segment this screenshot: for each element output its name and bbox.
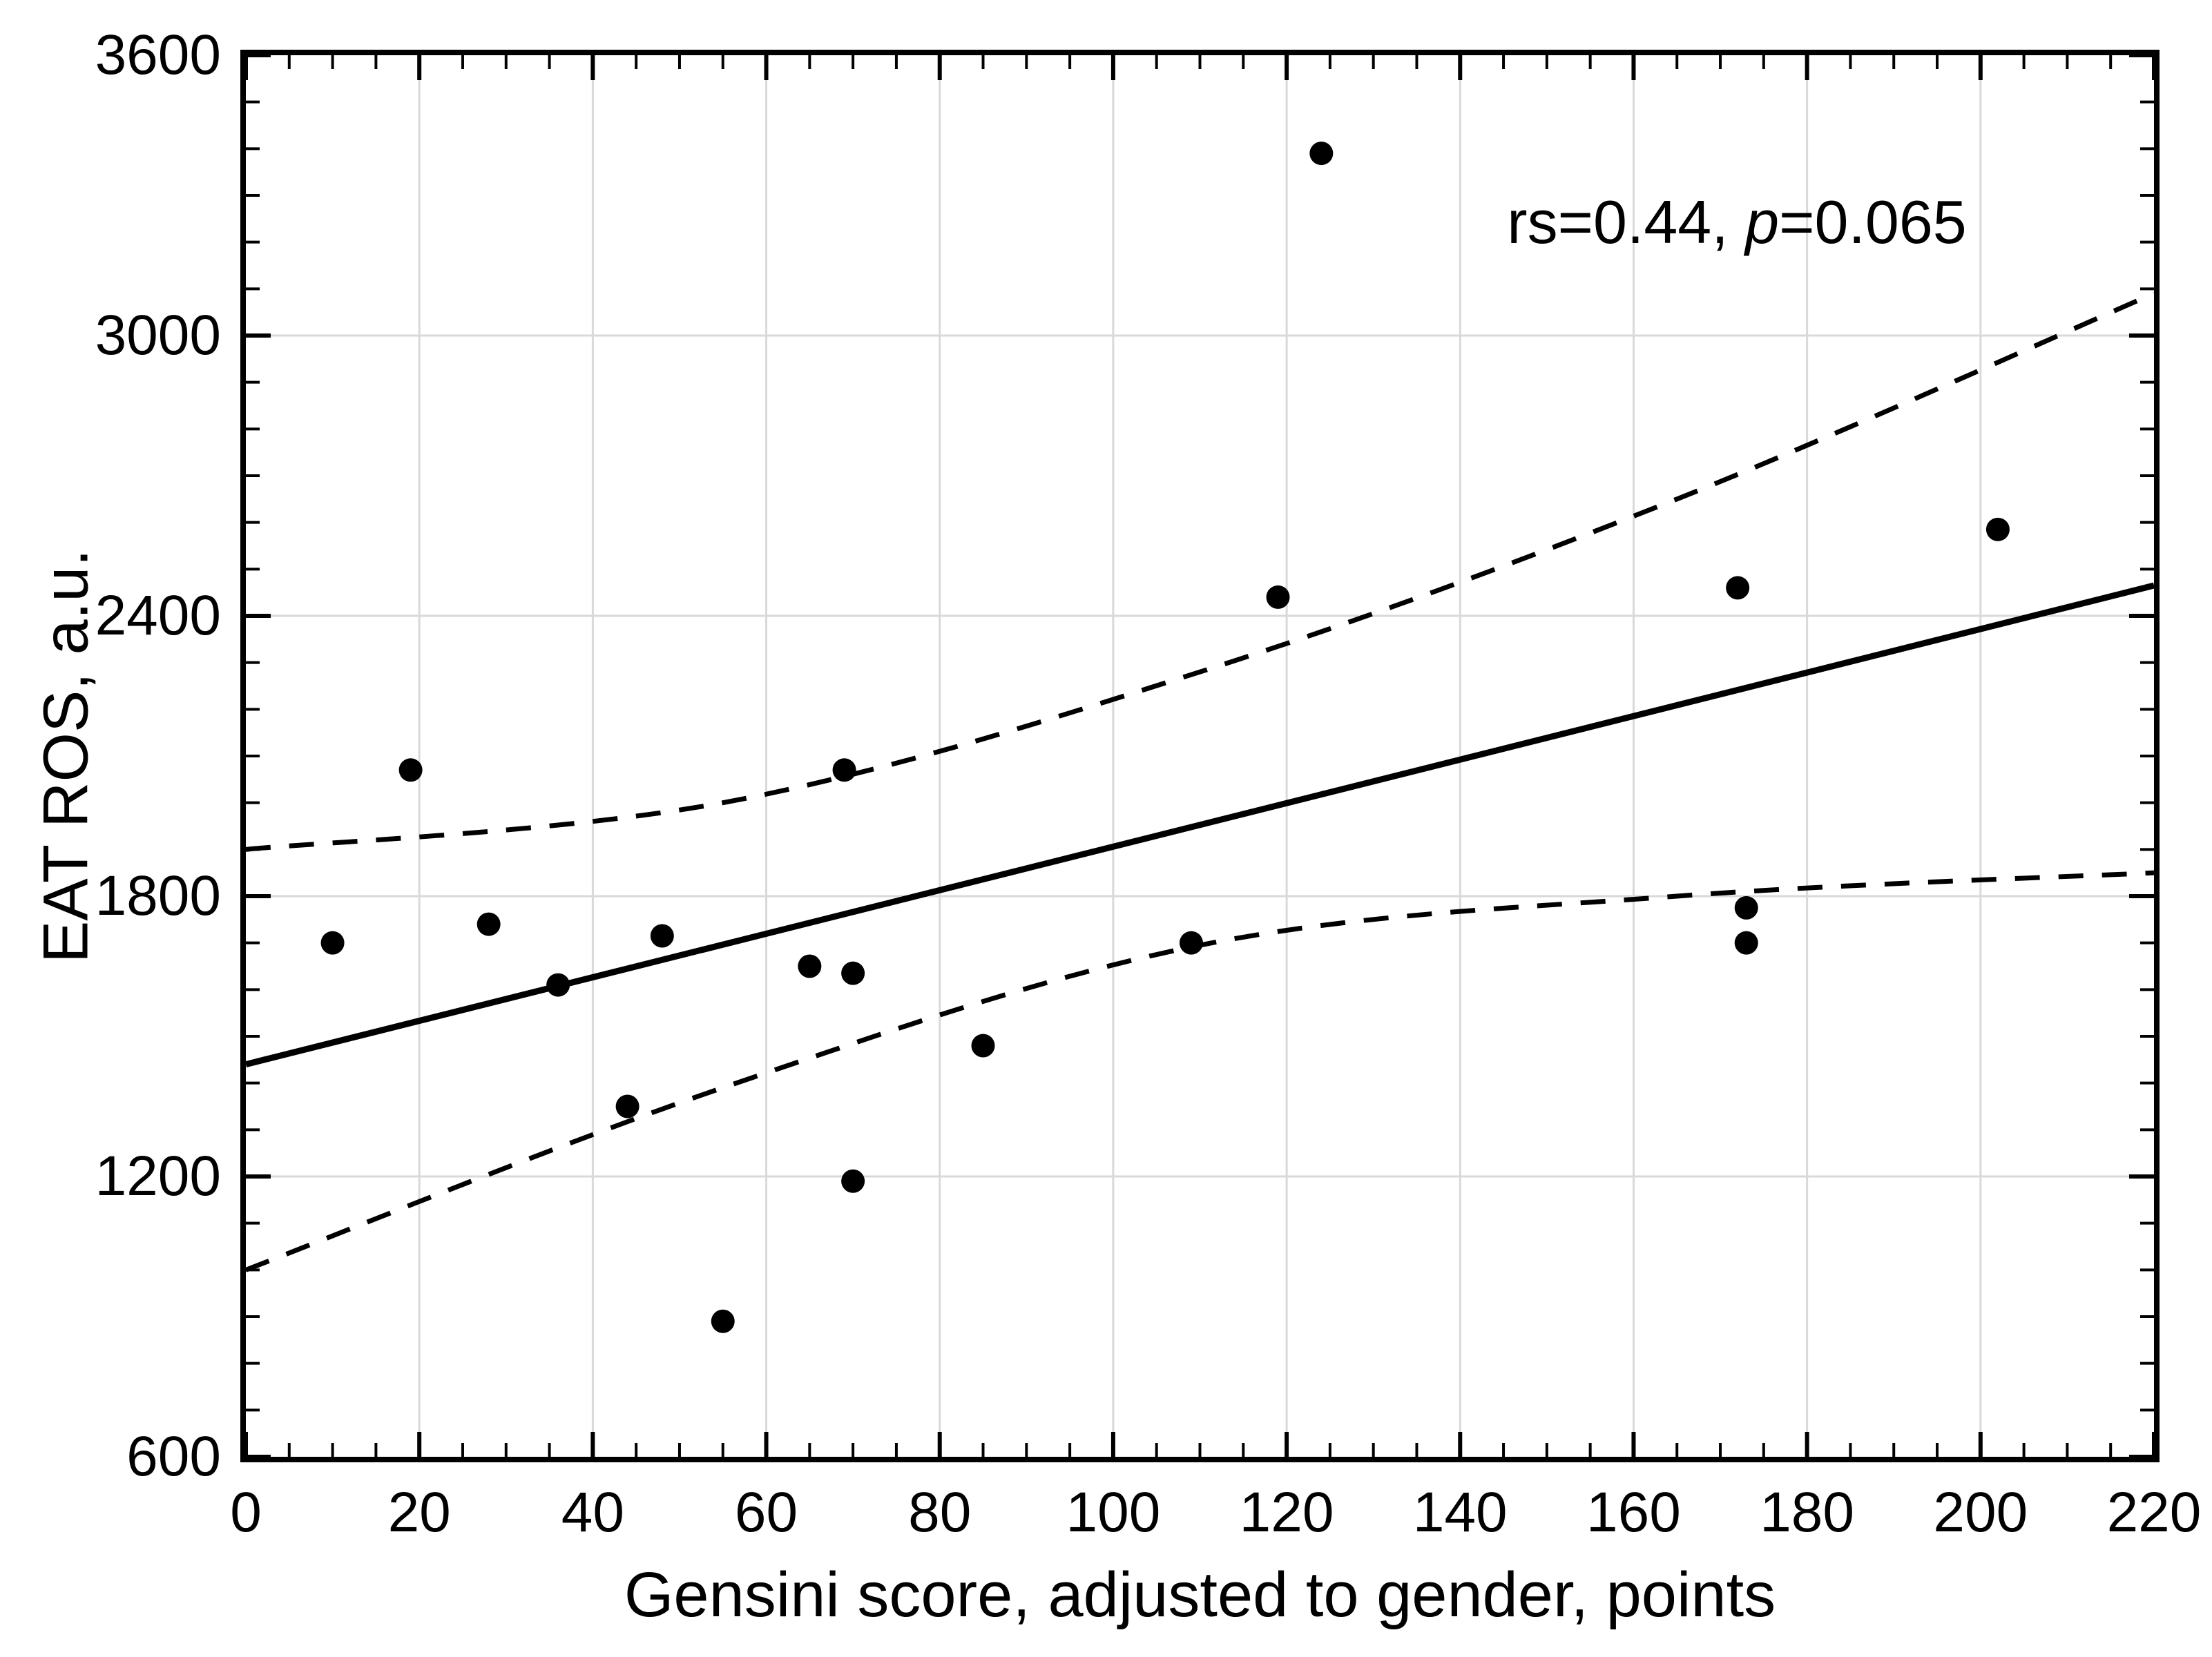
y-tick-label: 2400 xyxy=(95,584,221,647)
data-point xyxy=(1734,931,1758,955)
data-point xyxy=(971,1034,995,1058)
data-point xyxy=(650,924,674,948)
annotation-p-symbol: p xyxy=(1745,188,1780,256)
data-point xyxy=(1266,585,1290,609)
x-tick-label: 40 xyxy=(561,1481,624,1544)
x-tick-label: 180 xyxy=(1760,1481,1855,1544)
upper-confidence-band xyxy=(246,291,2154,852)
data-point xyxy=(398,758,423,782)
data-point xyxy=(320,931,345,955)
regression-line xyxy=(246,582,2154,1067)
y-tick-label: 600 xyxy=(126,1425,221,1488)
x-tick-label: 20 xyxy=(387,1481,451,1544)
x-tick-label: 80 xyxy=(908,1481,972,1544)
x-axis-title: Gensini score, adjusted to gender, point… xyxy=(624,1560,1776,1630)
x-tick-label: 100 xyxy=(1066,1481,1161,1544)
x-tick-label: 200 xyxy=(1933,1481,2028,1544)
correlation-annotation: rs=0.44, p=0.065 xyxy=(1507,187,1966,258)
data-point xyxy=(1985,517,2010,541)
data-point xyxy=(1179,931,1203,955)
x-tick-label: 120 xyxy=(1239,1481,1334,1544)
chart-canvas xyxy=(246,55,2154,1457)
data-point xyxy=(832,758,856,782)
x-tick-label: 140 xyxy=(1412,1481,1508,1544)
y-tick-label: 3600 xyxy=(95,23,221,86)
data-point xyxy=(798,954,822,978)
data-point xyxy=(841,1169,865,1193)
data-point xyxy=(546,973,570,997)
x-tick-label: 220 xyxy=(2106,1481,2202,1544)
annotation-suffix: =0.065 xyxy=(1779,188,1967,256)
data-point xyxy=(711,1309,735,1333)
x-tick-label: 160 xyxy=(1586,1481,1681,1544)
plot-area xyxy=(240,50,2160,1462)
data-point xyxy=(1309,142,1334,166)
data-point xyxy=(615,1094,639,1118)
annotation-prefix: rs=0.44, xyxy=(1507,188,1746,256)
data-point xyxy=(1734,895,1758,920)
x-tick-label: 0 xyxy=(230,1481,262,1544)
y-tick-label: 3000 xyxy=(95,304,221,367)
y-tick-label: 1800 xyxy=(95,864,221,927)
x-tick-label: 60 xyxy=(734,1481,798,1544)
lower-confidence-band xyxy=(246,870,2154,1272)
y-tick-label: 1200 xyxy=(95,1145,221,1208)
data-point xyxy=(477,912,501,936)
data-point xyxy=(1726,576,1750,600)
data-point xyxy=(841,961,865,985)
